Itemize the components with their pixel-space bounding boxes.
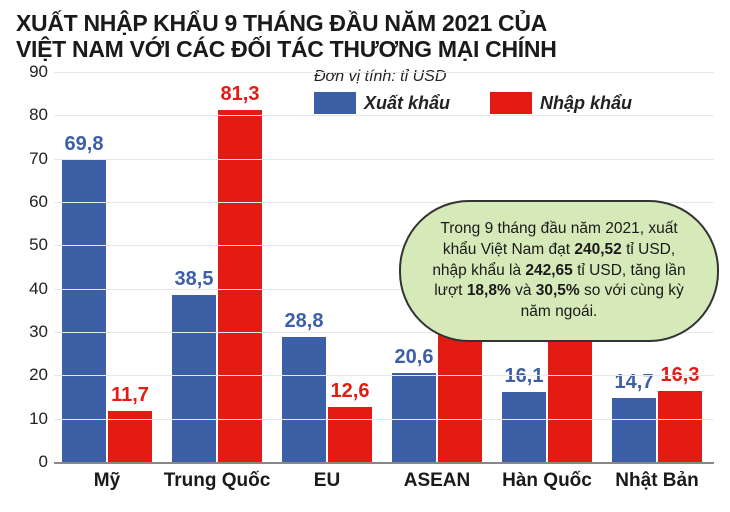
bar-group: 69,811,7Mỹ [62, 72, 152, 462]
bar-import [328, 407, 372, 462]
category-label: Hàn Quốc [492, 462, 602, 492]
bar-value-label: 81,3 [221, 83, 260, 106]
y-tick-label: 70 [20, 149, 48, 169]
category-label: EU [272, 462, 382, 492]
y-tick-label: 40 [20, 279, 48, 299]
bar-export [502, 392, 546, 462]
gridline [54, 419, 714, 420]
title-line-2: VIỆT NAM VỚI CÁC ĐỐI TÁC THƯƠNG MẠI CHÍN… [16, 36, 557, 62]
bar-export [62, 160, 106, 462]
chart-title: XUẤT NHẬP KHẨU 9 THÁNG ĐẦU NĂM 2021 CỦA … [0, 0, 730, 69]
bar-value-label: 20,6 [395, 346, 434, 369]
y-tick-label: 30 [20, 322, 48, 342]
y-tick-label: 80 [20, 105, 48, 125]
gridline [54, 462, 714, 464]
bar-export [392, 373, 436, 462]
bar-value-label: 11,7 [111, 384, 149, 407]
plot-area: Đơn vị tính: tỉ USD Xuất khẩu Nhập khẩu … [54, 72, 714, 462]
category-label: Mỹ [52, 462, 162, 492]
bar-export [612, 398, 656, 462]
y-tick-label: 60 [20, 192, 48, 212]
bar-value-label: 16,1 [505, 365, 544, 388]
chart-container: Đơn vị tính: tỉ USD Xuất khẩu Nhập khẩu … [16, 72, 724, 502]
gridline [54, 115, 714, 116]
category-label: ASEAN [382, 462, 492, 492]
bar-group: 28,812,6EU [282, 72, 372, 462]
bar-import [658, 391, 702, 462]
category-label: Nhật Bản [602, 462, 712, 492]
bar-export [282, 337, 326, 462]
gridline [54, 159, 714, 160]
gridline [54, 375, 714, 376]
bar-value-label: 12,6 [331, 380, 370, 403]
y-tick-label: 20 [20, 365, 48, 385]
y-tick-label: 90 [20, 62, 48, 82]
bar-value-label: 28,8 [285, 310, 324, 333]
y-tick-label: 10 [20, 409, 48, 429]
y-tick-label: 0 [20, 452, 48, 472]
bar-import [218, 110, 262, 462]
callout-text: Trong 9 tháng đầu năm 2021, xuất khẩu Vi… [429, 219, 689, 324]
bar-export [172, 295, 216, 462]
category-label: Trung Quốc [162, 462, 272, 492]
gridline [54, 72, 714, 73]
bar-import [438, 329, 482, 462]
bar-value-label: 69,8 [65, 133, 104, 156]
bar-group: 38,581,3Trung Quốc [172, 72, 262, 462]
callout-bubble: Trong 9 tháng đầu năm 2021, xuất khẩu Vi… [399, 200, 719, 342]
y-tick-label: 50 [20, 235, 48, 255]
title-line-1: XUẤT NHẬP KHẨU 9 THÁNG ĐẦU NĂM 2021 CỦA [16, 10, 547, 36]
